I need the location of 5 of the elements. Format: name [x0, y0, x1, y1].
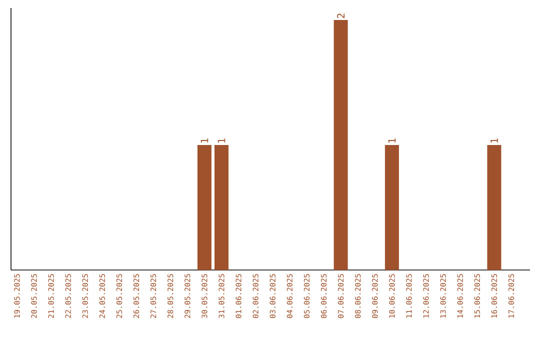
data-label: 1 — [218, 138, 226, 143]
data-label: 2 — [337, 14, 345, 18]
data-label: 1 — [200, 138, 208, 143]
data-label: 1 — [490, 138, 498, 143]
data-label: 1 — [388, 138, 396, 143]
